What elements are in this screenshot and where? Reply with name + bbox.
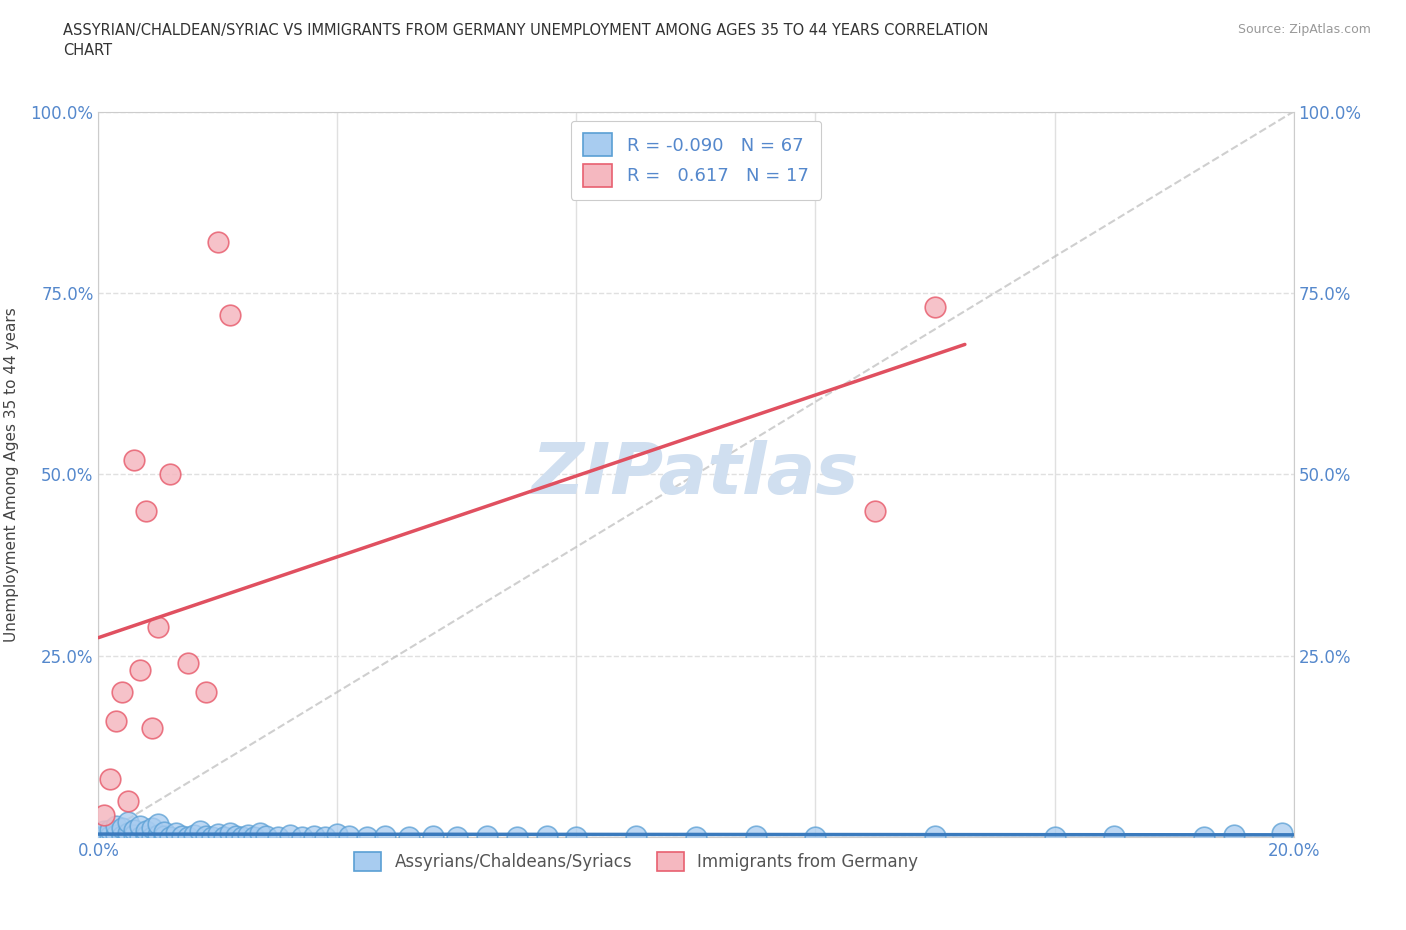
Point (148, 828, 170, 843)
Legend: Assyrians/Chaldeans/Syriacs, Immigrants from Germany: Assyrians/Chaldeans/Syriacs, Immigrants … (346, 844, 927, 880)
Point (183, 828, 205, 843)
Point (159, 830, 181, 844)
Point (124, 822, 146, 837)
Point (924, 828, 946, 843)
Point (267, 830, 290, 844)
Point (278, 828, 301, 843)
Point (356, 830, 378, 844)
Point (924, 300, 946, 315)
Point (111, 821, 134, 836)
Point (626, 828, 648, 843)
Point (172, 828, 194, 843)
Point (124, 828, 146, 843)
Point (117, 826, 139, 841)
Point (165, 826, 187, 841)
Point (124, 452, 146, 467)
Point (105, 818, 128, 833)
Point (302, 828, 325, 843)
Point (93, 824, 115, 839)
Point (804, 830, 827, 844)
Point (141, 821, 163, 836)
Point (212, 830, 235, 844)
Point (326, 827, 349, 842)
Point (315, 830, 337, 844)
Point (148, 619, 170, 634)
Point (195, 829, 218, 844)
Point (231, 830, 253, 844)
Point (188, 824, 211, 839)
Point (129, 818, 152, 833)
Point (117, 830, 139, 844)
Point (177, 656, 200, 671)
Point (254, 828, 277, 843)
Point (422, 829, 444, 844)
Point (1104, 829, 1126, 844)
Point (374, 828, 396, 843)
Point (129, 830, 152, 844)
Point (135, 828, 157, 843)
Point (236, 828, 259, 843)
Point (159, 467, 181, 482)
Point (685, 830, 707, 844)
Point (93, 828, 115, 843)
Point (153, 829, 176, 844)
Point (398, 830, 420, 844)
Point (1223, 828, 1246, 843)
Point (225, 829, 247, 844)
Point (135, 824, 157, 839)
Point (111, 684, 134, 699)
Point (475, 828, 498, 843)
Point (98, 822, 122, 837)
Point (339, 829, 361, 844)
Point (865, 503, 887, 518)
Point (135, 503, 157, 518)
Point (745, 829, 768, 844)
Point (249, 826, 271, 841)
Text: Source: ZipAtlas.com: Source: ZipAtlas.com (1237, 23, 1371, 36)
Point (243, 830, 266, 844)
Point (87, 830, 110, 844)
Point (153, 825, 176, 840)
Point (129, 663, 152, 678)
Point (1192, 830, 1215, 844)
Point (219, 307, 242, 322)
Point (1271, 826, 1294, 841)
Point (506, 830, 529, 844)
Point (565, 830, 588, 844)
Point (177, 830, 200, 844)
Text: ASSYRIAN/CHALDEAN/SYRIAC VS IMMIGRANTS FROM GERMANY UNEMPLOYMENT AMONG AGES 35 T: ASSYRIAN/CHALDEAN/SYRIAC VS IMMIGRANTS F… (63, 23, 988, 58)
Point (98, 772, 122, 787)
Point (201, 830, 224, 844)
Point (1043, 830, 1066, 844)
Point (195, 684, 218, 699)
Point (117, 793, 139, 808)
Point (148, 817, 170, 831)
Point (291, 830, 314, 844)
Point (105, 713, 128, 728)
Point (111, 828, 134, 843)
Point (105, 828, 128, 843)
Point (536, 829, 558, 844)
Point (141, 721, 163, 736)
Point (93, 808, 115, 823)
Text: ZIPatlas: ZIPatlas (533, 440, 859, 509)
Point (219, 825, 242, 840)
Point (207, 234, 229, 249)
Point (141, 830, 163, 844)
Point (117, 815, 139, 830)
Point (446, 830, 468, 844)
Point (98, 829, 122, 844)
Point (207, 827, 229, 842)
Y-axis label: Unemployment Among Ages 35 to 44 years: Unemployment Among Ages 35 to 44 years (4, 307, 20, 642)
